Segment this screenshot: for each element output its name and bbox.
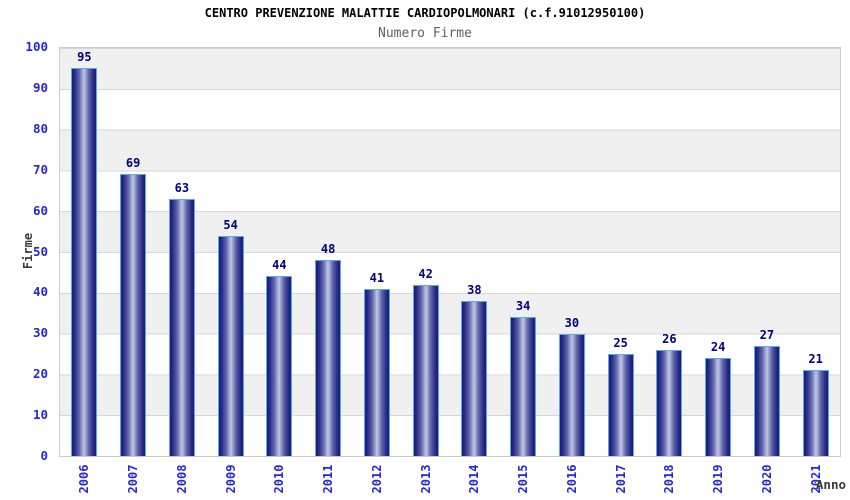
bar-value-label: 54: [223, 217, 238, 232]
y-tick-label: 20: [32, 366, 48, 382]
bar-value-label: 42: [418, 266, 433, 281]
bar-2012: [363, 288, 390, 456]
bar-value-label: 34: [515, 299, 531, 314]
bar-2008: [168, 198, 195, 456]
x-tick-label-2017: 2017: [613, 464, 628, 494]
x-tick-label-2019: 2019: [711, 464, 726, 494]
bar-value-label: 38: [467, 282, 482, 297]
bar-2020: [753, 345, 780, 456]
bar-2013: [412, 284, 439, 456]
y-axis-title: Firme: [21, 232, 35, 270]
x-tick-label-2012: 2012: [369, 464, 384, 494]
chart-subtitle: Numero Firme: [378, 26, 472, 41]
y-tick-label: 60: [32, 202, 48, 218]
bar-2021: [802, 370, 829, 456]
y-tick-label: 30: [32, 325, 48, 341]
x-tick-label-2011: 2011: [321, 464, 336, 494]
bar-value-label: 25: [613, 336, 628, 350]
bar-value-label: 63: [174, 180, 190, 195]
bar-2019: [705, 358, 732, 456]
bar-2006: [71, 68, 98, 456]
bar-value-label: 27: [759, 327, 775, 342]
y-tick-label: 50: [32, 243, 48, 259]
x-tick-label-2018: 2018: [662, 464, 677, 494]
y-tick-label: 90: [32, 79, 48, 95]
bar-2011: [315, 260, 342, 456]
x-tick-label-2010: 2010: [272, 464, 287, 494]
bar-value-label: 44: [272, 258, 287, 273]
y-tick-label: 0: [40, 448, 48, 463]
y-tick-label: 70: [32, 161, 48, 177]
bar-2010: [266, 276, 293, 456]
bar-value-label: 24: [710, 340, 726, 355]
x-tick-label-2016: 2016: [564, 464, 579, 494]
bar-value-label: 95: [77, 50, 92, 65]
x-tick-label-2015: 2015: [516, 464, 531, 494]
y-tick-label: 40: [32, 284, 48, 300]
y-tick-label: 10: [32, 407, 48, 423]
bar-2018: [656, 349, 683, 456]
x-tick-label-2014: 2014: [467, 464, 482, 494]
plot-area: 95 69 63 54 44 48 41 42 38 34 30 25 26 24 27 21: [59, 47, 841, 457]
bar-2017: [607, 354, 634, 456]
bar-2016: [558, 333, 585, 456]
bar-2014: [461, 300, 488, 456]
bar-2009: [217, 235, 244, 456]
chart-title: CENTRO PREVENZIONE MALATTIE CARDIOPOLMON…: [204, 6, 646, 20]
bar-2015: [510, 317, 537, 456]
bar-value-label: 26: [662, 331, 677, 346]
x-tick-label-2020: 2020: [759, 464, 774, 494]
y-tick-label: 100: [25, 39, 48, 54]
x-tick-label-2007: 2007: [126, 464, 141, 494]
x-tick-label-2006: 2006: [77, 464, 92, 494]
y-tick-label: 80: [32, 120, 48, 136]
x-tick-label-2008: 2008: [174, 464, 189, 494]
x-tick-label-2009: 2009: [223, 464, 238, 494]
bar-2007: [120, 174, 147, 456]
bar-value-label: 69: [125, 156, 141, 171]
bar-value-label: 30: [564, 315, 580, 330]
bar-value-label: 21: [808, 352, 823, 367]
bar-value-label: 48: [320, 242, 336, 257]
x-axis-title: Anno: [815, 477, 846, 492]
x-tick-label-2013: 2013: [418, 464, 433, 494]
bar-value-label: 41: [369, 270, 385, 285]
